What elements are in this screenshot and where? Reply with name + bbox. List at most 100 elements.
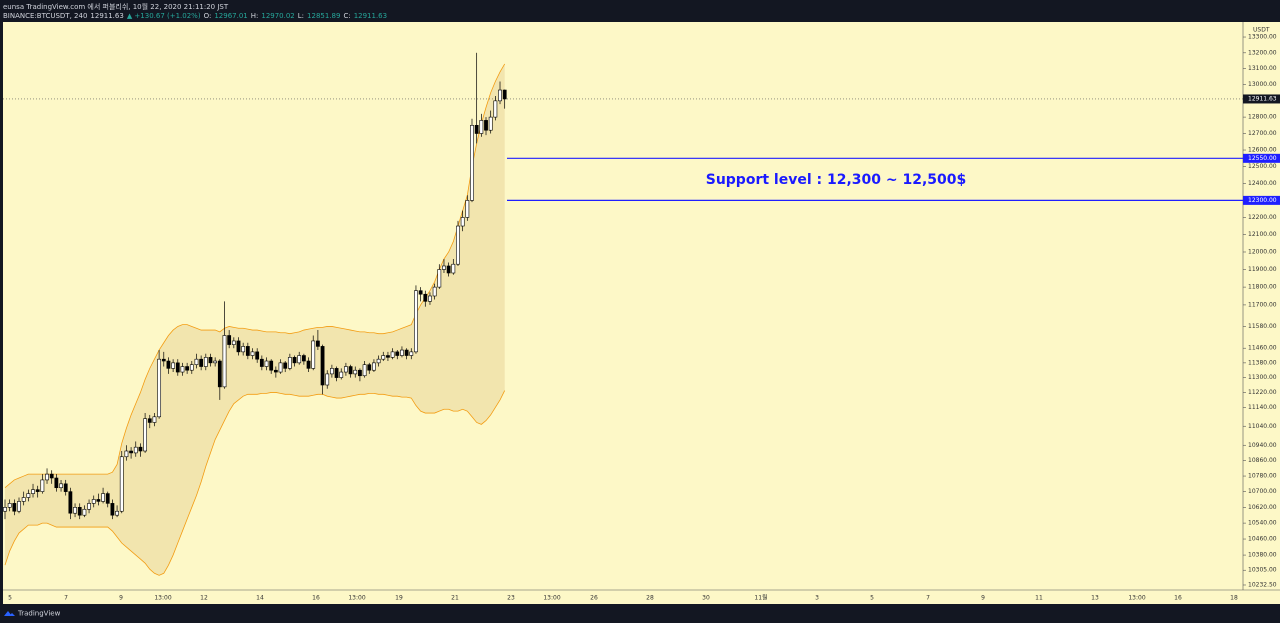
candle-body [12,503,17,512]
candle-body [157,358,162,418]
candle-body [446,265,451,274]
candle-body [189,364,194,371]
candle-body [404,349,409,356]
candle-body [82,508,87,516]
candle-body [264,360,269,367]
candle-body [395,351,400,356]
candle-body [138,446,143,452]
candle-body [101,493,105,502]
candle-body [386,355,390,358]
candle-body [479,120,484,134]
support-label: 12300.00 [1248,197,1277,204]
header-field: 12851.89 [307,12,340,20]
y-tick-label: 10860.00 [1248,457,1277,464]
candle-body [315,340,320,347]
y-tick-label: 10780.00 [1248,473,1277,480]
header-field: 12967.01 [214,12,247,20]
header-field: BINANCE:BTCUSDT, 240 [3,12,87,20]
candle-body [166,360,171,369]
candle-body [269,360,274,371]
last-price-box [1243,94,1280,104]
candle-body [428,295,432,302]
header-field: O: [204,12,212,20]
candle-body [77,507,82,516]
candle-body [185,366,190,371]
x-tick-label: 5 [8,595,12,602]
candle-body [283,362,288,369]
y-tick-label: 10305.00 [1248,567,1277,574]
candle-body [344,366,348,373]
candle-body [259,358,264,367]
candle-body [31,489,35,494]
header-field: ▲ +130.67 (+1.02%) [127,12,201,20]
footer-bar [0,604,1280,623]
candle-body [124,450,129,458]
y-tick-label: 10232.50 [1248,581,1277,588]
candle-body [105,493,110,504]
band-lower [4,390,506,576]
published-line: eunsa TradingView.com 에서 퍼블리쉬, 10월 22, 2… [3,2,229,11]
support-label-box [1243,153,1280,163]
candle-body [329,368,334,375]
candle-body [488,116,493,131]
candle-body [73,507,77,514]
header-field: 12911.63 [354,12,387,20]
y-tick-label: 13000.00 [1248,81,1277,88]
header-field: C: [343,12,350,20]
candle-body [390,351,395,358]
x-tick-label: 16 [1174,595,1182,602]
annotation: Support level : 12,300 ~ 12,500$ [706,172,967,188]
header-field: 12970.02 [261,12,294,20]
candle-body [250,351,255,356]
y-tick-label: 10700.00 [1248,488,1277,495]
y-tick-label: 11220.00 [1248,389,1277,396]
candle-body [498,89,502,102]
x-tick-label: 13:00 [348,595,365,602]
candle-body [59,483,63,489]
candle-body [362,364,367,377]
candle-body [3,507,7,512]
candle-body [348,366,353,375]
y-tick-label: 11900.00 [1248,266,1277,273]
candle-body [194,358,199,365]
candle-body [255,351,260,360]
y-tick-label: 11700.00 [1248,301,1277,308]
candle-body [367,364,372,371]
candle-body [96,499,101,502]
candle-body [334,368,339,378]
support-label-box [1243,195,1280,205]
candle-body [451,263,456,274]
y-tick-label: 13200.00 [1248,49,1277,56]
candle-body [493,100,498,118]
candle-body [54,477,59,489]
y-tick-label: 10620.00 [1248,504,1277,511]
candle-body [222,335,227,388]
candle-body [320,346,325,386]
y-tick-label: 11040.00 [1248,423,1277,430]
candle-body [40,479,45,492]
y-tick-label: 10540.00 [1248,520,1277,527]
candle-body [502,89,507,100]
y-tick-label: 13100.00 [1248,65,1277,72]
y-tick-label: 10460.00 [1248,536,1277,543]
candle-body [231,340,236,345]
y-tick-label: 11460.00 [1248,345,1277,352]
candle-body [115,510,119,516]
header-field: H: [251,12,259,20]
candle-body [292,357,297,364]
plot-background [3,22,1280,604]
candle-body [273,369,278,373]
candle-body [418,290,423,295]
axis-unit: USDT [1253,27,1270,34]
candle-body [236,340,241,353]
candle-body [400,349,404,356]
candle-body [297,355,302,364]
candle-body [26,493,31,498]
candle-body [175,362,180,373]
y-tick-label: 13300.00 [1248,34,1277,41]
candle-body [353,369,358,375]
candle-body [376,358,381,364]
y-tick-label: 12700.00 [1248,130,1277,137]
candle-body [35,489,40,492]
candle-body [203,357,208,367]
